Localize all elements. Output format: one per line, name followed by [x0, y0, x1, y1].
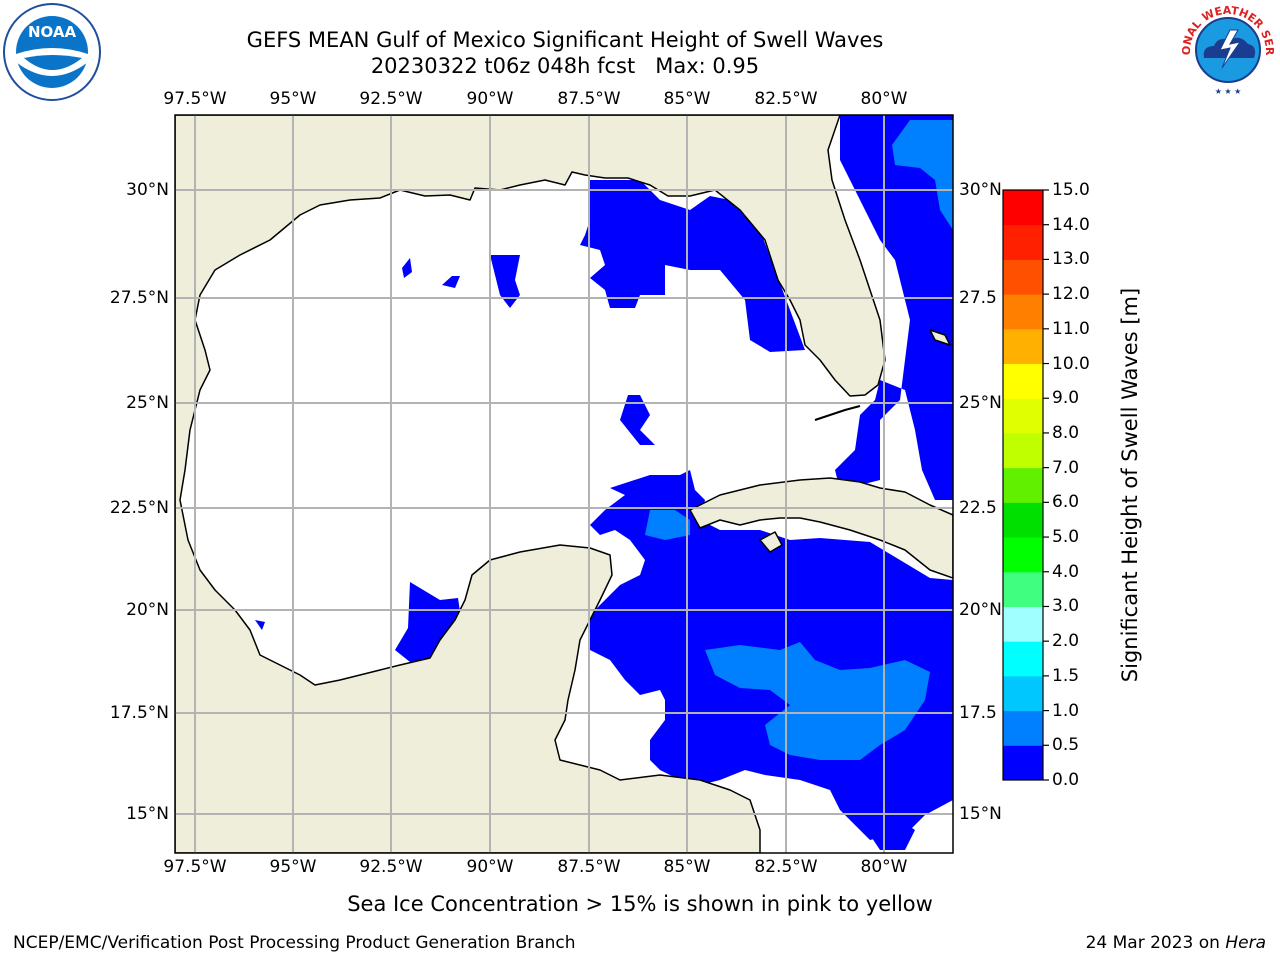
colorbar-tick-label: 2.0	[1052, 631, 1080, 652]
colorbar-tick-label: 1.0	[1052, 700, 1080, 721]
svg-text:NOAA: NOAA	[28, 23, 77, 41]
colorbar-tick-label: 0.0	[1052, 770, 1080, 790]
colorbar-band	[1003, 363, 1043, 399]
noaa-logo: NOAA	[3, 3, 101, 101]
lon-tick-top: 90°W	[466, 89, 514, 109]
colorbar-band	[1003, 502, 1043, 538]
svg-text:★ ★ ★: ★ ★ ★	[1215, 87, 1242, 96]
lon-tick-bottom: 97.5°W	[163, 857, 227, 877]
colorbar-tick-label: 12.0	[1052, 284, 1090, 305]
colorbar-band	[1003, 398, 1043, 434]
land	[175, 115, 953, 853]
lon-tick-bottom: 82.5°W	[754, 857, 818, 877]
map-title: GEFS MEAN Gulf of Mexico Significant Hei…	[246, 28, 884, 52]
nws-logo: NATIONAL WEATHER SERVICE ★ ★ ★	[1178, 0, 1276, 98]
footer-credit: NCEP/EMC/Verification Post Processing Pr…	[13, 933, 576, 953]
lon-tick-top: 97.5°W	[163, 89, 227, 109]
lat-tick-left: 25°N	[126, 393, 169, 413]
lon-tick-bottom: 87.5°W	[557, 857, 621, 877]
colorbar-tick-label: 15.0	[1052, 180, 1090, 200]
lon-tick-bottom: 85°W	[663, 857, 711, 877]
map-frame	[174, 114, 954, 854]
colorbar-band	[1003, 294, 1043, 330]
lon-tick-top: 87.5°W	[557, 89, 621, 109]
lon-tick-bottom: 80°W	[860, 857, 908, 877]
colorbar-band	[1003, 641, 1043, 677]
colorbar-tick-label: 8.0	[1052, 422, 1080, 443]
lon-tick-top: 85°W	[663, 89, 711, 109]
colorbar-band	[1003, 224, 1043, 260]
lat-tick-left: 22.5°N	[109, 498, 169, 518]
footer-date: 24 Mar 2023 on Hera	[1085, 933, 1266, 953]
lat-tick-left: 30°N	[126, 180, 169, 200]
lon-tick-bottom: 92.5°W	[359, 857, 423, 877]
lat-tick-right: 30°N	[959, 180, 1002, 200]
lat-tick-right: 22.5	[959, 498, 997, 518]
colorbar-tick-label: 13.0	[1052, 249, 1090, 270]
colorbar-tick-label: 9.0	[1052, 388, 1080, 409]
colorbar-band	[1003, 190, 1043, 226]
colorbar-tick-label: 1.5	[1052, 665, 1080, 686]
colorbar-tick-label: 5.0	[1052, 527, 1080, 548]
map-plot-area	[175, 115, 953, 853]
colorbar-band	[1003, 675, 1043, 712]
colorbar-band	[1003, 328, 1043, 365]
lat-tick-right: 15°N	[959, 804, 1002, 824]
colorbar-tick-label: 14.0	[1052, 214, 1090, 235]
lon-tick-top: 92.5°W	[359, 89, 423, 109]
colorbar-tick-label: 7.0	[1052, 457, 1080, 478]
colorbar-band	[1003, 432, 1043, 469]
gridlines	[175, 115, 953, 853]
lat-tick-right: 25°N	[959, 393, 1002, 413]
lat-tick-right: 17.5	[959, 703, 997, 723]
colorbar-tick-label: 6.0	[1052, 492, 1080, 513]
colorbar-tick-label: 11.0	[1052, 318, 1090, 339]
lon-tick-bottom: 90°W	[466, 857, 514, 877]
colorbar-band	[1003, 745, 1043, 781]
lat-tick-left: 27.5°N	[109, 288, 169, 308]
colorbar-band	[1003, 606, 1043, 642]
florida-keys	[814, 405, 861, 421]
colorbar-tick-label: 3.0	[1052, 596, 1080, 617]
colorbar-tick-label: 4.0	[1052, 561, 1080, 582]
lat-tick-right: 20°N	[959, 600, 1002, 620]
colorbar-band	[1003, 259, 1043, 295]
colorbar-tick-label: 0.5	[1052, 735, 1080, 756]
lon-tick-top: 95°W	[269, 89, 317, 109]
colorbar-label: Significant Height of Swell Waves [m]	[1118, 287, 1142, 683]
colorbar-frame	[1002, 189, 1044, 781]
lat-tick-left: 15°N	[126, 804, 169, 824]
sea-ice-note: Sea Ice Concentration > 15% is shown in …	[347, 892, 933, 916]
lon-tick-top: 80°W	[860, 89, 908, 109]
lon-tick-top: 82.5°W	[754, 89, 818, 109]
lat-tick-left: 20°N	[126, 600, 169, 620]
lat-tick-left: 17.5°N	[109, 703, 169, 723]
lat-tick-right: 27.5	[959, 288, 997, 308]
map-subtitle: 20230322 t06z 048h fcst Max: 0.95	[370, 54, 760, 78]
colorbar-band	[1003, 467, 1043, 503]
colorbar-band	[1003, 710, 1043, 746]
colorbar-band	[1003, 537, 1043, 573]
colorbar	[1003, 190, 1043, 781]
colorbar-band	[1003, 571, 1043, 607]
colorbar-tick-label: 10.0	[1052, 353, 1090, 374]
lon-tick-bottom: 95°W	[269, 857, 317, 877]
